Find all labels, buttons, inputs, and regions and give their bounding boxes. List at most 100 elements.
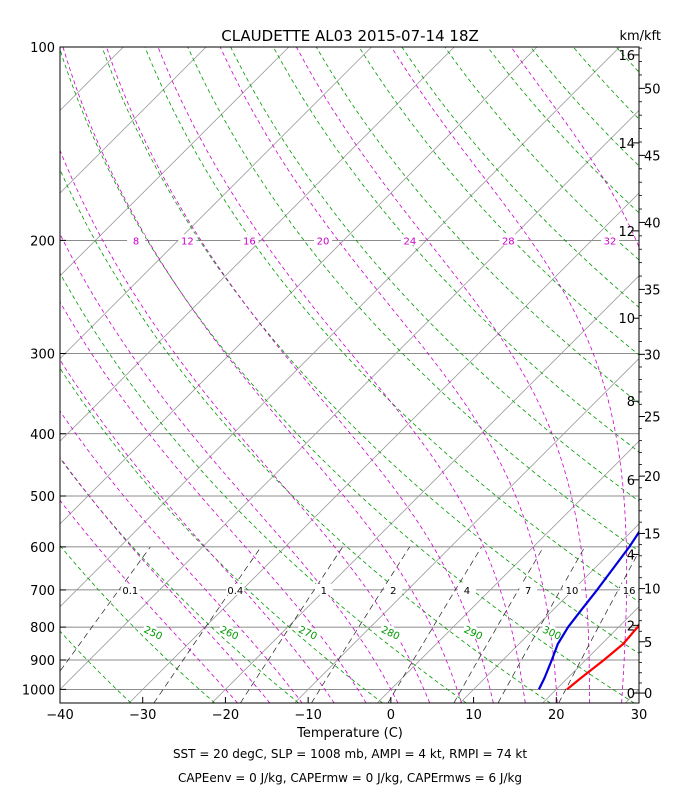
isotherm-line — [294, 357, 639, 703]
x-tick-label: 0 — [387, 708, 395, 723]
moist-adiabat-line — [60, 233, 399, 703]
kft-tick-label: 25 — [644, 410, 661, 425]
theta-e-label: 24 — [404, 236, 417, 247]
pressure-tick-label: 100 — [30, 41, 55, 56]
pressure-tick-label: 400 — [30, 428, 55, 443]
height-axis: 0 2 4 6 8 10 12 14 16 0 5 10 15 20 25 30 35 40 45 50 — [618, 47, 661, 702]
chart-title: CLAUDETTE AL03 2015-07-14 18Z — [221, 27, 479, 45]
kft-tick-label: 35 — [644, 283, 661, 298]
mixing-ratio-label: 16 — [623, 586, 636, 597]
x-axis-label: Temperature (C) — [296, 726, 403, 741]
footer-line-2: CAPEenv = 0 J/kg, CAPErmw = 0 J/kg, CAPE… — [178, 771, 522, 785]
x-tick-label: 30 — [631, 708, 648, 723]
mixing-ratio-line — [558, 550, 639, 703]
theta-e-label-bg — [178, 234, 197, 246]
dry-adiabat-line — [60, 630, 132, 703]
km-tick-label: 2 — [627, 619, 635, 634]
x-axis: −40 −30 −20 −10 0 10 20 30 — [46, 697, 647, 723]
plot-frame — [59, 46, 640, 704]
dry-adiabat-line — [187, 47, 639, 552]
theta-e-label: 16 — [243, 236, 256, 247]
mixing-ratio-label: 0.1 — [122, 586, 138, 597]
isotherm-line — [60, 47, 455, 442]
theta-e-label: 28 — [502, 236, 515, 247]
mixing-ratio-label: 4 — [464, 586, 470, 597]
isotherm-line — [60, 47, 620, 608]
mixing-ratio-label-bg — [384, 583, 403, 595]
mixing-ratio-label: 2 — [390, 586, 396, 597]
km-tick-label: 16 — [618, 49, 635, 64]
theta-e-label: 32 — [604, 236, 617, 247]
mixing-ratio-line — [153, 546, 262, 703]
km-tick-label: 6 — [627, 474, 635, 489]
mixing-ratio-label: 10 — [566, 586, 579, 597]
mixing-ratio-label: 0.4 — [227, 586, 243, 597]
profile-series — [537, 530, 639, 691]
pressure-tick-label: 1000 — [22, 683, 55, 698]
theta-e-label: 8 — [133, 236, 139, 247]
kft-tick-label: 50 — [644, 82, 661, 97]
moist-adiabat-line — [391, 47, 628, 703]
moist-adiabat-line — [60, 456, 271, 703]
kft-tick-label: 0 — [644, 687, 652, 702]
mixing-ratio-line — [311, 546, 410, 703]
x-tick-label: −20 — [212, 708, 239, 723]
mixing-ratio-label-bg — [457, 583, 476, 595]
mixing-ratio-label-bg — [620, 583, 639, 595]
dry-adiabat-line — [315, 47, 639, 404]
mixing-ratio-label: 1 — [321, 586, 327, 597]
isotherm-line — [60, 47, 538, 525]
isotherm-line — [60, 47, 372, 360]
mixing-ratio-label-bg — [314, 583, 333, 595]
mixing-ratio-label: 7 — [525, 586, 531, 597]
pressure-tick-label: 800 — [30, 621, 55, 636]
km-tick-label: 4 — [627, 548, 635, 563]
kft-tick-label: 10 — [644, 583, 661, 598]
kft-tick-label: 45 — [644, 149, 661, 164]
isotherm-line — [60, 109, 639, 690]
pressure-axis: 100 200 300 400 500 600 700 800 900 1000 — [22, 41, 66, 698]
mixing-ratio-label-bg — [563, 583, 582, 595]
mixing-ratio-label-bg — [226, 583, 245, 595]
mixing-ratio-line — [240, 546, 343, 703]
pressure-tick-label: 200 — [30, 234, 55, 249]
dry-adiabat-line — [60, 457, 299, 703]
kft-tick-label: 40 — [644, 216, 661, 231]
moist-adiabat-line — [60, 149, 431, 703]
kft-tick-label: 15 — [644, 527, 661, 542]
isotherm-line — [60, 47, 207, 194]
x-tick-label: 20 — [548, 708, 565, 723]
isotherm-line — [60, 47, 290, 277]
km-tick-label: 12 — [618, 225, 635, 240]
mixing-ratio-label-bg — [121, 583, 140, 595]
theta-e-label-bg — [499, 234, 518, 246]
dewpoint-line — [537, 530, 639, 690]
mixing-ratio-line — [497, 546, 586, 703]
moist-adiabat-line — [60, 359, 335, 703]
theta-e-label: 20 — [317, 236, 330, 247]
theta-e-label-bg — [240, 234, 259, 246]
pressure-tick-label: 300 — [30, 347, 55, 362]
dry-adiabat-line — [60, 367, 383, 703]
km-tick-label: 8 — [627, 395, 635, 410]
theta-e-label-bg — [601, 234, 620, 246]
km-tick-label: 0 — [627, 687, 635, 702]
x-tick-label: −30 — [129, 708, 156, 723]
mixing-ratio-line — [60, 546, 151, 672]
dry-adiabat-line — [60, 168, 551, 703]
moist-adiabat-line — [60, 301, 367, 703]
theta-e-label: 12 — [181, 236, 194, 247]
pressure-tick-label: 700 — [30, 584, 55, 599]
mixing-ratio-line — [387, 546, 482, 703]
kft-tick-label: 5 — [644, 636, 652, 651]
x-tick-label: −10 — [294, 708, 321, 723]
kft-tick-label: 30 — [644, 348, 661, 363]
moist-adiabat-line — [60, 499, 238, 703]
moist-adiabat-line — [296, 47, 590, 703]
footer-line-1: SST = 20 degC, SLP = 1008 mb, AMPI = 4 k… — [173, 747, 527, 761]
moist-adiabat-line — [157, 47, 526, 703]
